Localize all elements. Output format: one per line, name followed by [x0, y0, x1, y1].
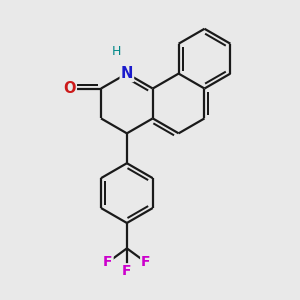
Text: O: O	[63, 81, 76, 96]
Text: F: F	[103, 255, 112, 269]
Text: F: F	[141, 255, 151, 269]
Text: N: N	[121, 66, 133, 81]
Text: F: F	[122, 264, 132, 278]
Text: H: H	[112, 45, 121, 58]
